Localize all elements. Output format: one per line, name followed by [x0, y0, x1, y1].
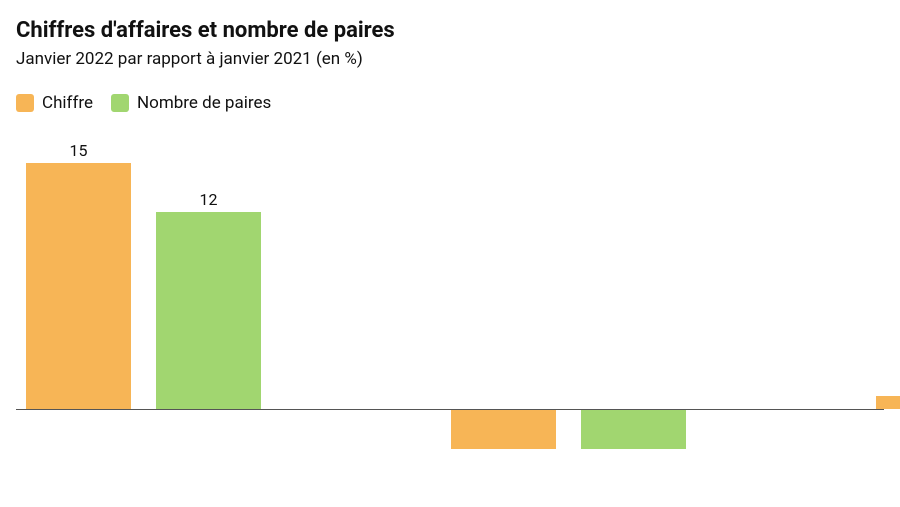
- chart-title: Chiffres d'affaires et nombre de paires: [16, 18, 884, 43]
- legend-label: Nombre de paires: [137, 93, 271, 113]
- bar: [581, 410, 686, 449]
- bar-value-label: 12: [156, 190, 261, 209]
- legend-swatch: [111, 94, 129, 112]
- chart-subtitle: Janvier 2022 par rapport à janvier 2021 …: [16, 49, 884, 69]
- bar-value-label: 15: [26, 141, 131, 160]
- bar-value-label: 0,8: [876, 374, 900, 393]
- legend-item-chiffre: Chiffre: [16, 93, 93, 113]
- legend: Chiffre Nombre de paires: [16, 93, 884, 113]
- x-axis: [16, 409, 884, 410]
- chart-container: Chiffres d'affaires et nombre de paires …: [0, 0, 900, 473]
- bar: [451, 410, 556, 449]
- bar: [156, 212, 261, 409]
- legend-item-paires: Nombre de paires: [111, 93, 271, 113]
- bar: [876, 396, 900, 409]
- legend-label: Chiffre: [42, 93, 93, 113]
- bar: [26, 163, 131, 409]
- legend-swatch: [16, 94, 34, 112]
- bar-chart: 15120,82,2: [16, 143, 884, 473]
